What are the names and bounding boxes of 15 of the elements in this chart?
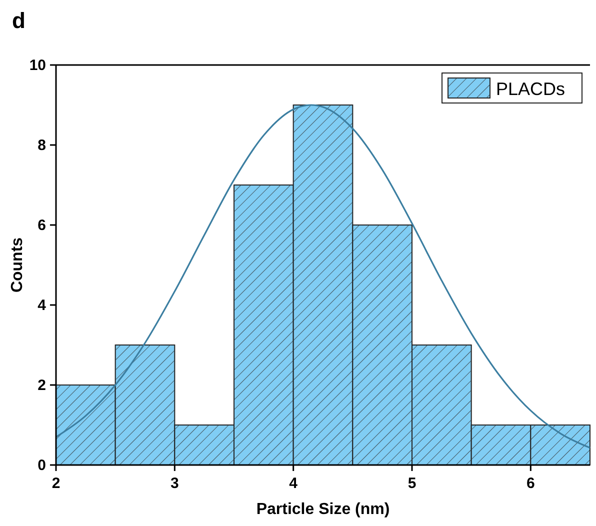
y-axis-title: Counts	[9, 237, 26, 293]
y-tick-label: 8	[38, 137, 46, 154]
x-tick-label: 6	[526, 475, 535, 492]
x-tick-label: 3	[170, 475, 179, 492]
y-tick-label: 0	[38, 457, 46, 474]
y-tick-label: 4	[38, 297, 47, 314]
x-tick-label: 2	[52, 475, 60, 492]
x-axis-title: Particle Size (nm)	[256, 501, 390, 518]
x-tick-label: 4	[289, 475, 298, 492]
legend-label: PLACDs	[496, 79, 566, 99]
text: d	[12, 8, 26, 33]
y-tick-label: 10	[29, 57, 46, 74]
y-tick-label: 2	[38, 377, 46, 394]
x-tick-label: 5	[408, 475, 416, 492]
y-tick-label: 6	[38, 217, 46, 234]
